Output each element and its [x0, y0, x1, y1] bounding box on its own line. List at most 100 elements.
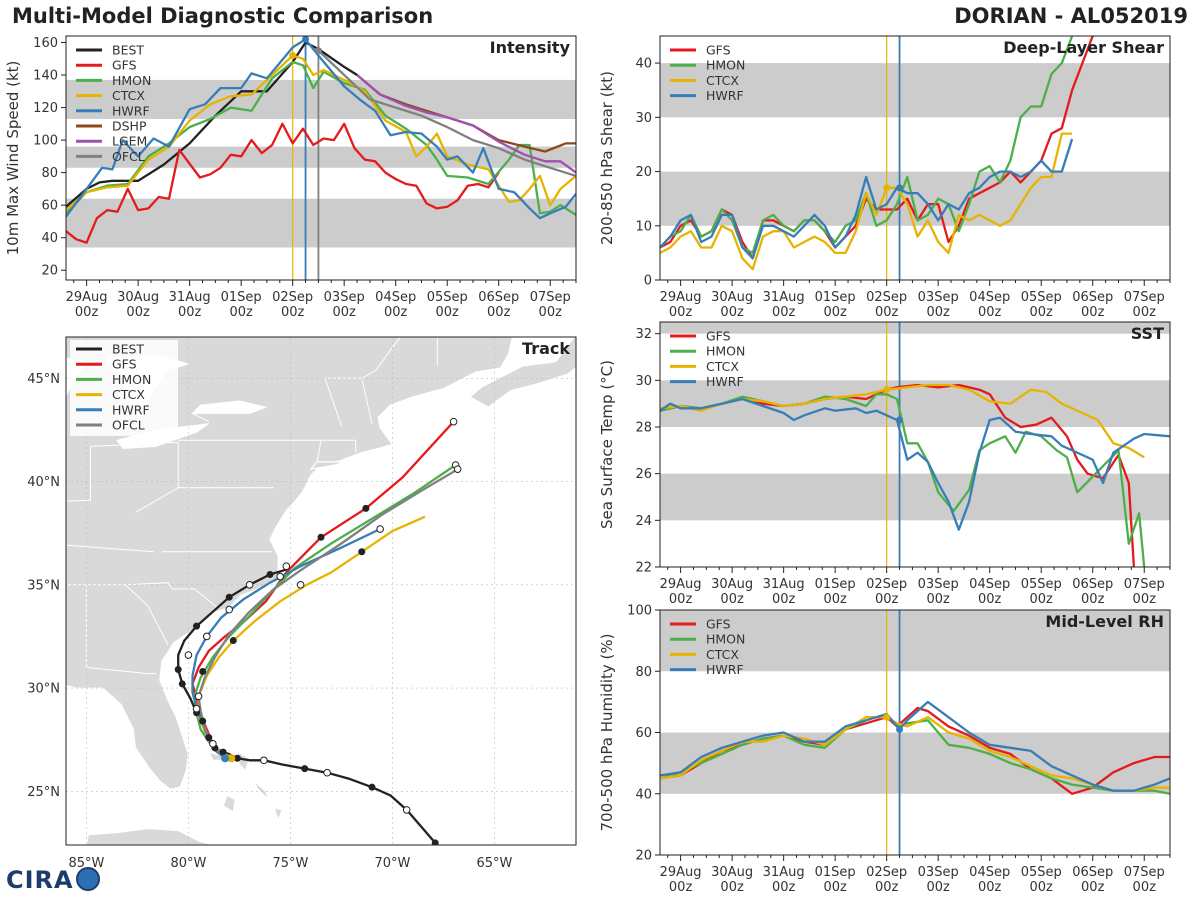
x-tick-label: 01Sep	[815, 865, 856, 880]
x-tick-label: 07Sep	[530, 290, 571, 305]
y-tick-label: 80	[41, 166, 58, 181]
y-tick-label: 32	[635, 327, 652, 342]
lat-tick-label: 45°N	[27, 372, 60, 387]
track-marker-open	[260, 756, 268, 765]
lon-tick-label: 65°W	[476, 856, 512, 871]
x-tick-label: 05Sep	[427, 290, 468, 305]
vt-border	[324, 378, 342, 426]
nc-sc-border	[66, 582, 218, 608]
x-tick-hour-label: 00z	[772, 880, 796, 895]
shaded-band	[660, 171, 1170, 226]
x-tick-hour-label: 00z	[823, 880, 847, 895]
x-tick-hour-label: 00z	[436, 305, 460, 320]
nova-scotia-land	[468, 337, 576, 408]
y-tick-label: 0	[644, 274, 652, 289]
track-marker-filled	[233, 754, 241, 762]
y-tick-label: 20	[41, 264, 58, 279]
x-tick-label: 04Sep	[375, 290, 416, 305]
x-tick-hour-label: 00z	[178, 305, 202, 320]
track-marker-filled	[199, 668, 207, 676]
y-tick-label: 40	[635, 57, 652, 72]
y-tick-label: 26	[635, 467, 652, 482]
lon-tick-label: 85°W	[68, 856, 104, 871]
legend-label: BEST	[112, 43, 144, 58]
y-tick-label: 30	[635, 374, 652, 389]
x-tick-hour-label: 00z	[823, 592, 847, 607]
shaded-band	[660, 610, 1170, 672]
x-tick-label: 01Sep	[815, 290, 856, 305]
x-tick-label: 02Sep	[866, 865, 907, 880]
tn-ky-border	[66, 544, 154, 553]
long-island-land	[309, 458, 354, 471]
track-marker-open	[194, 692, 203, 701]
x-tick-label: 31Aug	[763, 290, 805, 305]
x-tick-label: 30Aug	[711, 865, 753, 880]
x-tick-label: 07Sep	[1124, 290, 1165, 305]
x-tick-hour-label: 00z	[126, 305, 150, 320]
legend-label: CTCX	[706, 359, 739, 374]
track-marker-open	[296, 581, 305, 589]
y-tick-label: 100	[627, 604, 652, 619]
shaded-band	[66, 198, 576, 248]
track-marker-filled	[174, 665, 182, 673]
legend-label: CTCX	[112, 387, 145, 402]
x-tick-label: 06Sep	[1072, 577, 1113, 592]
x-tick-label: 04Sep	[969, 865, 1010, 880]
x-tick-hour-label: 00z	[669, 592, 693, 607]
x-tick-hour-label: 00z	[229, 305, 253, 320]
track-marker-open	[402, 806, 411, 814]
x-tick-hour-label: 00z	[875, 592, 899, 607]
x-tick-hour-label: 00z	[823, 305, 847, 320]
lat-tick-label: 35°N	[27, 578, 60, 593]
x-tick-hour-label: 00z	[875, 305, 899, 320]
y-tick-label: 22	[635, 561, 652, 576]
track-marker-open	[453, 465, 462, 473]
lat-tick-label: 30°N	[27, 682, 60, 697]
y-tick-label: 20	[635, 849, 652, 864]
track-marker-open	[192, 704, 201, 713]
x-tick-label: 06Sep	[1072, 290, 1113, 305]
y-tick-label: 120	[33, 101, 58, 116]
legend-label: HMON	[112, 73, 151, 88]
x-tick-label: 01Sep	[221, 290, 262, 305]
x-tick-hour-label: 00z	[669, 305, 693, 320]
y-axis-label: Sea Surface Temp (°C)	[598, 360, 616, 529]
x-tick-label: 01Sep	[815, 577, 856, 592]
init-marker-hwrf	[302, 36, 310, 43]
track-marker-open	[276, 572, 285, 581]
cuba-land	[85, 827, 214, 845]
panel-title: Track	[522, 339, 570, 358]
legend-label: CTCX	[706, 73, 739, 88]
x-tick-hour-label: 00z	[1081, 592, 1105, 607]
panel-rh: 2040608010029Aug00z30Aug00z31Aug00z01Sep…	[598, 604, 1171, 895]
axes-frame	[65, 336, 577, 846]
series-line-hwrf	[66, 38, 576, 220]
legend-label: HMON	[112, 372, 151, 387]
series-group	[660, 383, 1170, 567]
shaded-band	[66, 146, 576, 168]
x-tick-label: 30Aug	[711, 290, 753, 305]
x-tick-hour-label: 00z	[978, 592, 1002, 607]
legend-label: HWRF	[112, 103, 150, 118]
x-tick-label: 06Sep	[1072, 865, 1113, 880]
cat-island-land	[273, 806, 284, 822]
legend-label: HWRF	[706, 374, 744, 389]
track-marker-filled	[362, 504, 370, 512]
legend-label: HWRF	[112, 402, 150, 417]
legend-label: CTCX	[706, 647, 739, 662]
lat-tick-label: 40°N	[27, 475, 60, 490]
series-group	[660, 700, 1170, 795]
x-tick-hour-label: 00z	[384, 305, 408, 320]
sc-ga-border	[124, 584, 169, 645]
y-axis-label: 700-500 hPa Humidity (%)	[598, 633, 616, 831]
x-tick-label: 03Sep	[918, 865, 959, 880]
track-marker-filled	[205, 734, 213, 742]
x-tick-label: 05Sep	[1021, 577, 1062, 592]
x-tick-hour-label: 00z	[772, 305, 796, 320]
legend-label: BEST	[112, 342, 144, 357]
shaded-band	[660, 63, 1170, 118]
series-line-hwrf	[660, 397, 1170, 531]
x-tick-label: 07Sep	[1124, 577, 1165, 592]
series-line-hwrf	[660, 138, 1074, 260]
x-tick-label: 02Sep	[866, 290, 907, 305]
